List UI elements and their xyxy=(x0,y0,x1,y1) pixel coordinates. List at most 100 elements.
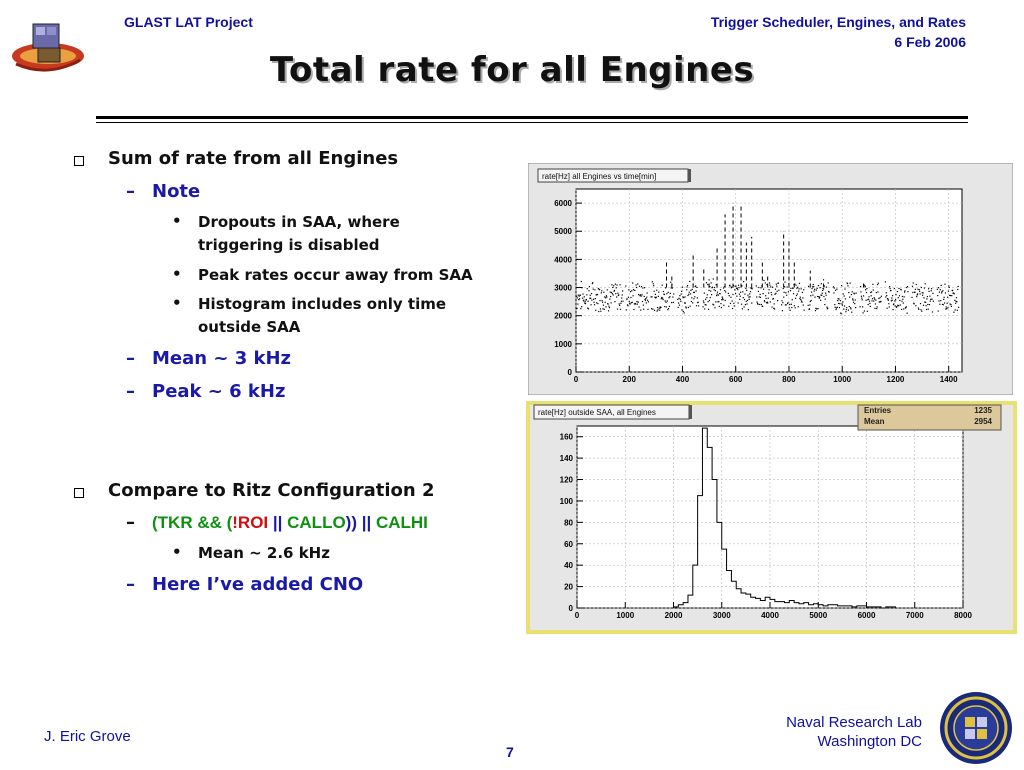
rate-point xyxy=(770,291,772,294)
rate-point xyxy=(956,309,958,311)
rate-point xyxy=(898,287,900,290)
rate-point xyxy=(954,309,956,311)
rate-point xyxy=(660,298,662,300)
rate-point xyxy=(892,295,894,297)
rate-point xyxy=(670,287,672,289)
rate-point xyxy=(628,300,630,302)
rate-point xyxy=(767,297,769,299)
rate-point xyxy=(669,292,671,294)
rate-point xyxy=(679,295,681,297)
rate-point xyxy=(639,295,641,297)
rate-point xyxy=(932,292,934,294)
rate-point xyxy=(606,289,608,291)
rate-point xyxy=(902,298,904,300)
rate-point xyxy=(696,286,698,288)
rate-point xyxy=(827,307,829,309)
rate-point xyxy=(641,300,644,303)
cno-note: Here I’ve added CNO xyxy=(152,574,364,595)
rate-point xyxy=(897,304,899,306)
rate-point xyxy=(745,300,747,302)
rate-point xyxy=(825,292,827,294)
rate-point xyxy=(949,303,951,305)
rate-point xyxy=(872,289,874,291)
rate-point xyxy=(610,295,612,298)
rate-point xyxy=(744,293,746,295)
x-tick-label: 3000 xyxy=(713,611,731,620)
rate-point xyxy=(912,282,914,284)
rate-point xyxy=(860,291,862,293)
rate-point xyxy=(629,302,631,304)
stats-box xyxy=(857,404,1002,431)
slide-title: Total rate for all Engines xyxy=(269,50,755,90)
rate-point xyxy=(635,286,638,289)
rate-point xyxy=(635,284,637,286)
rate-point xyxy=(600,310,602,312)
rate-point xyxy=(821,292,823,294)
rate-point xyxy=(833,292,835,294)
rate-point xyxy=(742,297,744,299)
rate-point xyxy=(923,297,925,299)
rate-point xyxy=(589,297,591,299)
rate-point xyxy=(903,308,905,310)
rate-point xyxy=(906,286,908,289)
rate-point xyxy=(783,286,786,288)
rate-point xyxy=(820,294,822,296)
rate-point xyxy=(681,309,683,311)
rate-point xyxy=(735,287,738,289)
rate-point xyxy=(869,305,871,308)
rate-point xyxy=(854,299,856,301)
rate-point xyxy=(843,308,845,310)
rate-point xyxy=(605,306,607,308)
rate-point xyxy=(717,301,719,303)
rate-point xyxy=(719,289,722,291)
rate-point xyxy=(903,296,905,298)
rate-point xyxy=(618,294,620,296)
rate-point xyxy=(827,282,829,284)
rate-point xyxy=(653,309,656,311)
y-tick-label: 5000 xyxy=(554,227,572,236)
rate-point xyxy=(819,299,822,301)
dash-icon: – xyxy=(126,348,135,369)
y-tick-label: 0 xyxy=(569,604,574,613)
rate-point xyxy=(946,302,948,304)
rate-point xyxy=(949,295,952,297)
rate-point xyxy=(656,307,659,309)
rate-point xyxy=(603,308,605,310)
rate-point xyxy=(729,284,731,286)
rate-point xyxy=(638,293,640,296)
rate-point xyxy=(838,302,840,305)
rate-point xyxy=(668,305,671,308)
rate-point xyxy=(698,305,700,307)
rate-point xyxy=(886,297,889,300)
rate-point xyxy=(734,292,737,295)
rate-point xyxy=(941,303,944,306)
rate-point xyxy=(620,302,622,304)
rate-point xyxy=(590,304,592,306)
rate-point xyxy=(792,293,795,295)
rate-point xyxy=(710,294,713,296)
rate-point xyxy=(756,296,758,298)
rate-point xyxy=(807,304,809,306)
rate-point xyxy=(768,289,770,291)
rate-point xyxy=(681,286,684,288)
rate-point xyxy=(640,295,642,297)
rate-point xyxy=(917,307,920,309)
rate-point xyxy=(634,289,636,292)
rate-point xyxy=(848,291,850,294)
rate-point xyxy=(919,302,922,305)
rate-point xyxy=(809,304,811,306)
rate-point xyxy=(875,291,877,294)
y-tick-label: 3000 xyxy=(554,284,572,293)
expr-close: )) || xyxy=(345,513,376,532)
rate-point xyxy=(839,303,841,305)
rate-point xyxy=(732,293,734,296)
rate-point xyxy=(906,285,909,288)
rate-point xyxy=(956,301,958,303)
dot-bullet-icon: • xyxy=(172,543,182,561)
rate-point xyxy=(601,299,603,302)
rate-point xyxy=(650,308,653,310)
rate-point xyxy=(942,290,944,292)
rate-point xyxy=(667,291,669,294)
rate-point xyxy=(867,303,869,306)
rate-point xyxy=(817,308,819,310)
